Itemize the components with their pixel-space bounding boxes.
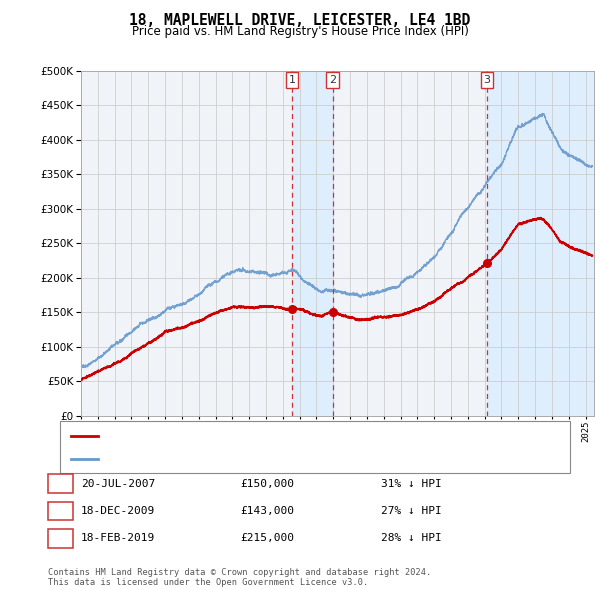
Text: £143,000: £143,000 <box>240 506 294 516</box>
Text: HPI: Average price, detached house, Leicester: HPI: Average price, detached house, Leic… <box>104 454 374 464</box>
Text: 1: 1 <box>289 75 296 85</box>
Text: £215,000: £215,000 <box>240 533 294 543</box>
Bar <box>487 71 594 416</box>
Text: Contains HM Land Registry data © Crown copyright and database right 2024.
This d: Contains HM Land Registry data © Crown c… <box>48 568 431 587</box>
Bar <box>292 71 332 416</box>
Text: £150,000: £150,000 <box>240 479 294 489</box>
Text: 3: 3 <box>57 533 64 543</box>
Text: 1: 1 <box>57 479 64 489</box>
Text: 18, MAPLEWELL DRIVE, LEICESTER, LE4 1BD (detached house): 18, MAPLEWELL DRIVE, LEICESTER, LE4 1BD … <box>104 431 440 441</box>
Text: 18-FEB-2019: 18-FEB-2019 <box>81 533 155 543</box>
Text: Price paid vs. HM Land Registry's House Price Index (HPI): Price paid vs. HM Land Registry's House … <box>131 25 469 38</box>
Text: 20-JUL-2007: 20-JUL-2007 <box>81 479 155 489</box>
Text: 2: 2 <box>329 75 336 85</box>
Text: 31% ↓ HPI: 31% ↓ HPI <box>381 479 442 489</box>
Text: 18, MAPLEWELL DRIVE, LEICESTER, LE4 1BD: 18, MAPLEWELL DRIVE, LEICESTER, LE4 1BD <box>130 13 470 28</box>
Text: 18-DEC-2009: 18-DEC-2009 <box>81 506 155 516</box>
Text: 28% ↓ HPI: 28% ↓ HPI <box>381 533 442 543</box>
Text: 2: 2 <box>57 506 64 516</box>
Text: 27% ↓ HPI: 27% ↓ HPI <box>381 506 442 516</box>
Text: 3: 3 <box>484 75 490 85</box>
